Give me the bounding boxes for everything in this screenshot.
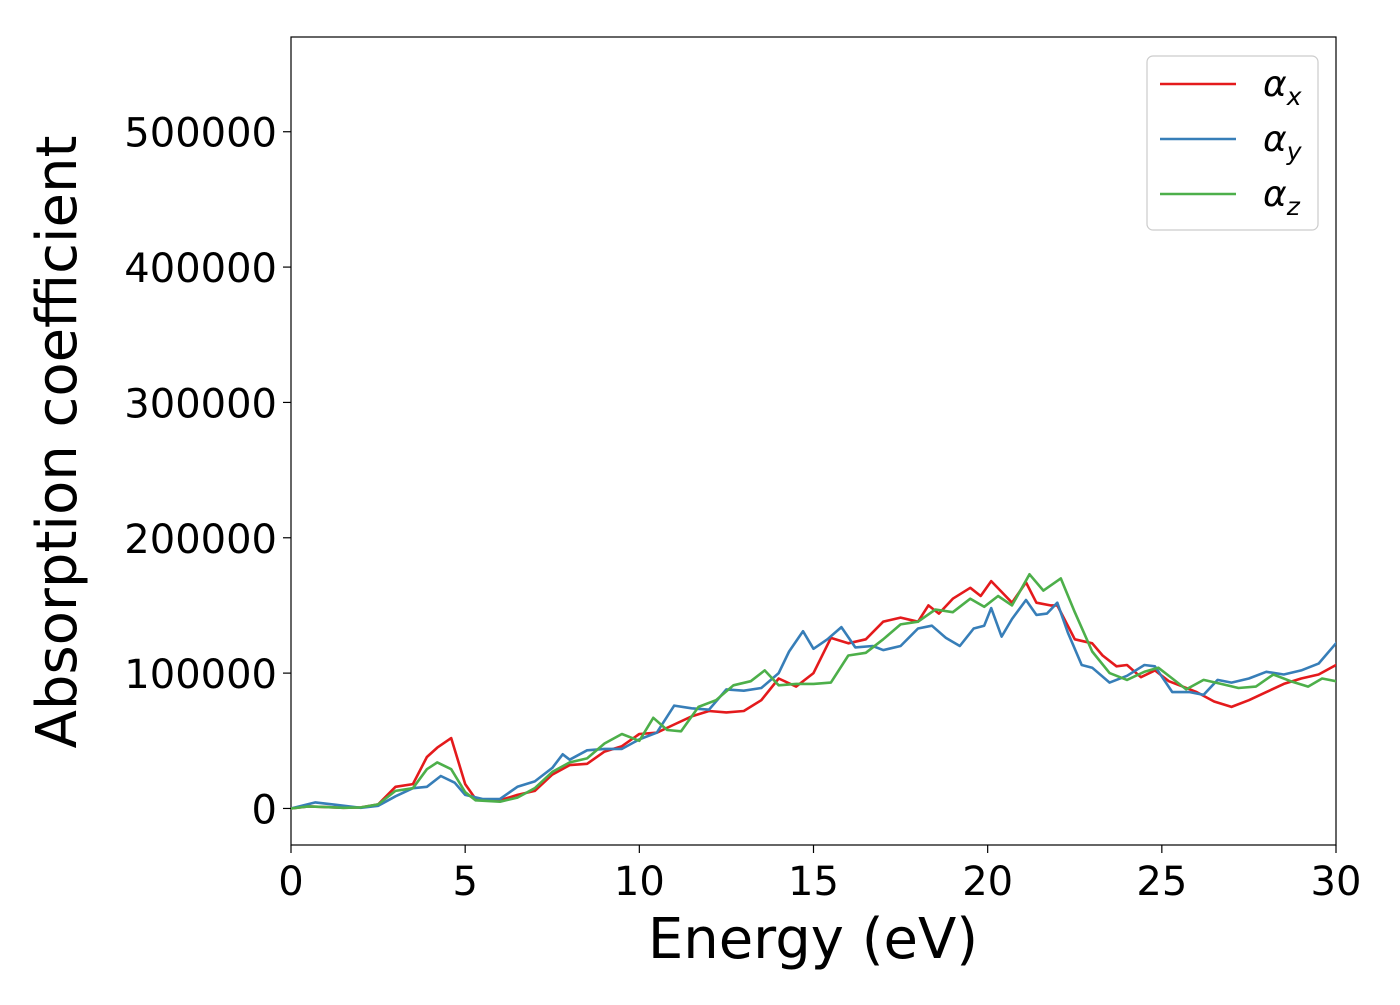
y-tick-label: 500000 — [124, 111, 277, 157]
series-line-x — [291, 579, 1336, 810]
legend-label-y: αy — [1263, 119, 1303, 166]
x-tick-label: 15 — [788, 859, 839, 905]
x-tick-label: 20 — [962, 859, 1013, 905]
x-tick-label: 5 — [452, 859, 477, 905]
y-axis-title: Absorption coefficient — [25, 136, 90, 749]
legend-label-z: αz — [1263, 174, 1301, 221]
y-tick-label: 400000 — [124, 246, 277, 292]
legend-label-x: αx — [1263, 64, 1302, 111]
series-line-y — [291, 598, 1336, 810]
x-tick-label: 30 — [1311, 859, 1362, 905]
y-tick-label: 0 — [252, 787, 277, 833]
x-axis-title: Energy (eV) — [648, 907, 978, 972]
series-line-z — [291, 572, 1336, 810]
x-tick-label: 25 — [1136, 859, 1187, 905]
x-tick-label: 0 — [278, 859, 303, 905]
legend-box — [1146, 55, 1319, 231]
y-tick-label: 200000 — [124, 517, 277, 563]
y-tick-label: 300000 — [124, 381, 277, 427]
x-tick-label: 10 — [614, 859, 665, 905]
y-tick-label: 100000 — [124, 652, 277, 698]
